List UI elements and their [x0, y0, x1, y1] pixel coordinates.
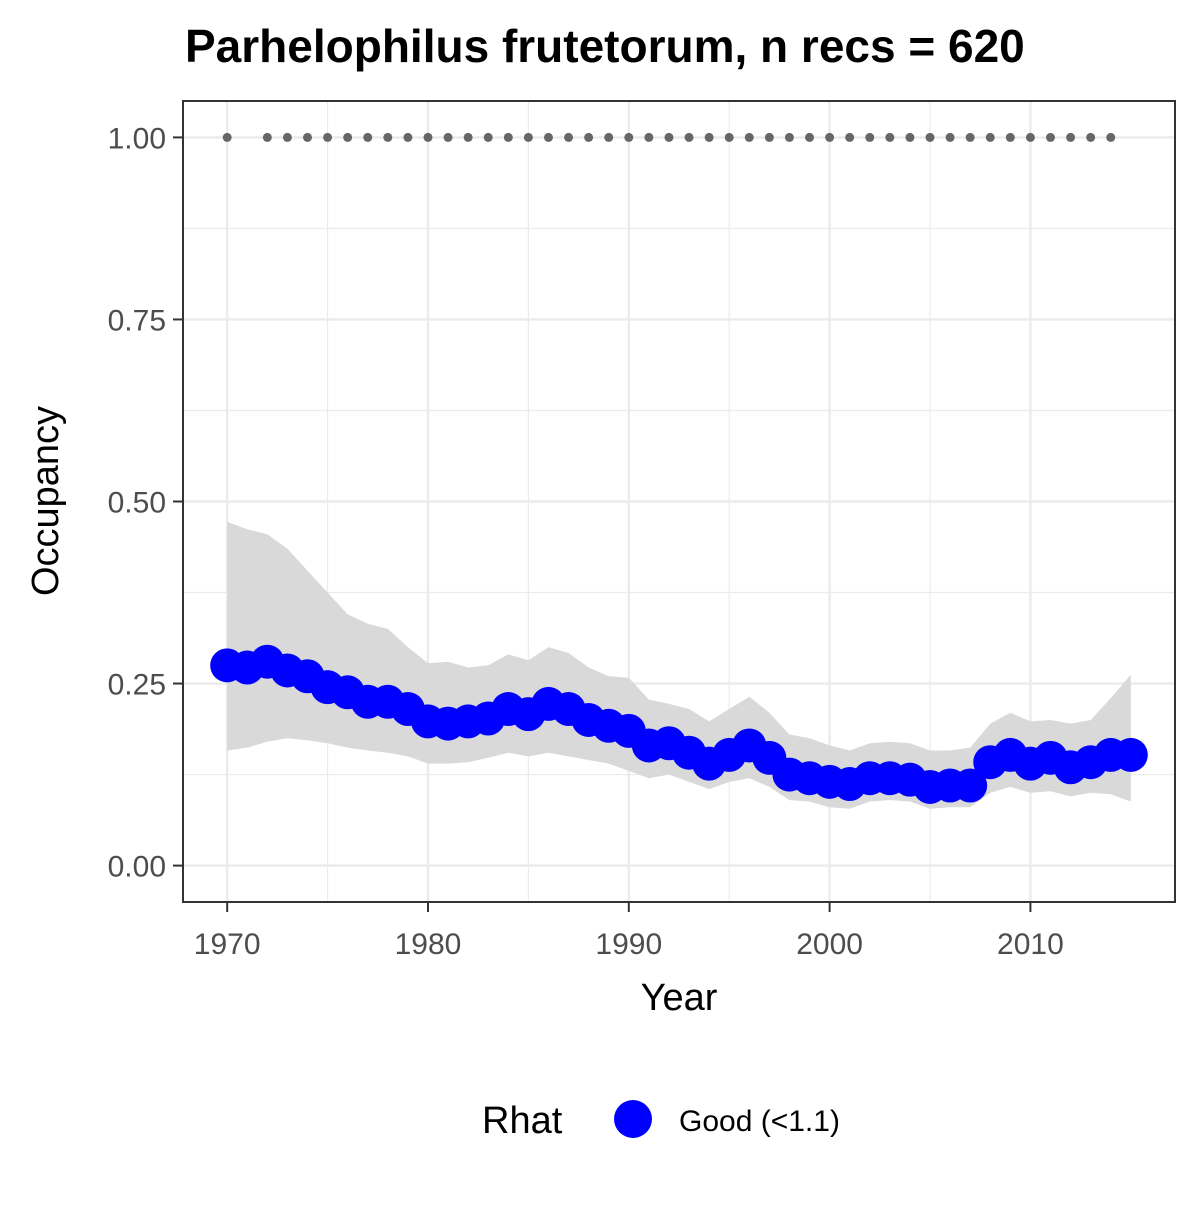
record-point	[323, 132, 333, 142]
y-axis: 0.00 0.25 0.50 0.75 1.00	[108, 122, 183, 884]
record-point	[523, 132, 533, 142]
record-point	[584, 132, 594, 142]
x-axis: 1970 1980 1990 2000 2010	[194, 902, 1064, 961]
record-point	[282, 132, 292, 142]
x-tick-label: 2010	[997, 928, 1064, 961]
y-axis-title: Occupancy	[25, 406, 67, 596]
record-point	[1086, 132, 1096, 142]
record-point	[463, 132, 473, 142]
record-point	[503, 132, 513, 142]
record-point	[805, 132, 815, 142]
x-tick-label: 2000	[796, 928, 863, 961]
record-point	[825, 132, 835, 142]
chart-title: Parhelophilus frutetorum, n recs = 620	[185, 20, 1025, 72]
record-point	[303, 132, 313, 142]
occupancy-point	[953, 768, 988, 803]
record-point	[965, 132, 975, 142]
record-point	[1025, 132, 1035, 142]
record-point	[945, 132, 955, 142]
record-point	[845, 132, 855, 142]
record-point	[604, 132, 614, 142]
record-point	[423, 132, 433, 142]
legend-label-good: Good (<1.1)	[679, 1105, 840, 1138]
record-point	[664, 132, 674, 142]
record-point	[403, 132, 413, 142]
record-point	[1106, 132, 1116, 142]
record-point	[925, 132, 935, 142]
record-point	[704, 132, 714, 142]
record-point	[684, 132, 694, 142]
record-point	[1005, 132, 1015, 142]
occupancy-series-layer	[210, 644, 1148, 804]
x-axis-title: Year	[641, 977, 718, 1019]
record-point	[784, 132, 794, 142]
record-point	[363, 132, 373, 142]
occupancy-point	[1113, 737, 1148, 772]
record-point	[1066, 132, 1076, 142]
y-tick-label: 1.00	[108, 122, 166, 155]
record-points-layer	[222, 132, 1116, 142]
record-point	[564, 132, 574, 142]
record-point	[885, 132, 895, 142]
record-point	[383, 132, 393, 142]
record-point	[764, 132, 774, 142]
record-point	[1045, 132, 1055, 142]
record-point	[443, 132, 453, 142]
record-point	[483, 132, 493, 142]
x-tick-label: 1990	[595, 928, 662, 961]
record-point	[985, 132, 995, 142]
record-point	[543, 132, 553, 142]
x-tick-label: 1970	[194, 928, 261, 961]
record-point	[865, 132, 875, 142]
record-point	[724, 132, 734, 142]
y-tick-label: 0.50	[108, 487, 166, 520]
record-point	[744, 132, 754, 142]
record-point	[262, 132, 272, 142]
x-tick-label: 1980	[395, 928, 462, 961]
record-point	[905, 132, 915, 142]
legend: Rhat Good (<1.1)	[482, 1100, 840, 1142]
record-point	[624, 132, 634, 142]
legend-title: Rhat	[482, 1100, 563, 1142]
legend-key-good	[614, 1100, 652, 1138]
record-point	[644, 132, 654, 142]
y-tick-label: 0.00	[108, 851, 166, 884]
record-point	[343, 132, 353, 142]
y-tick-label: 0.75	[108, 304, 166, 337]
record-point	[222, 132, 232, 142]
y-tick-label: 0.25	[108, 669, 166, 702]
